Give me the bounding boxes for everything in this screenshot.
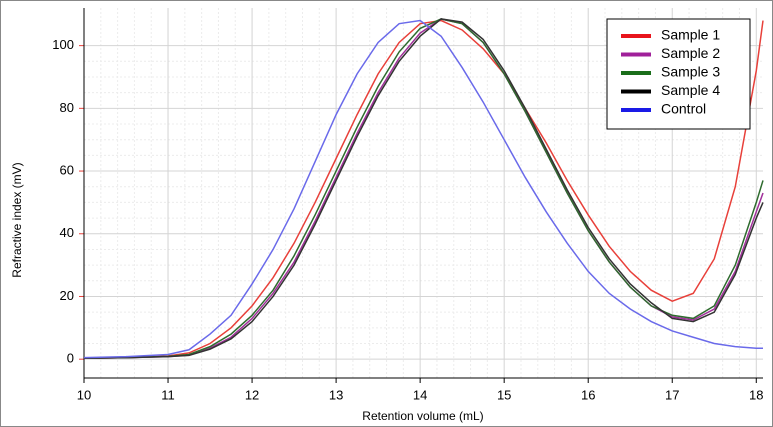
series-line: [83, 19, 763, 359]
x-tick-label: 10: [77, 387, 91, 402]
y-tick-label: 80: [60, 100, 74, 115]
series-line: [83, 18, 764, 359]
legend-label: Control: [661, 101, 706, 117]
x-tick-label: 18: [749, 387, 763, 402]
x-tick-label: 12: [245, 387, 259, 402]
x-tick-label: 17: [665, 387, 679, 402]
y-tick-label: 100: [52, 37, 74, 52]
legend-label: Sample 2: [661, 45, 720, 61]
legend-label: Sample 1: [661, 27, 720, 43]
x-tick-label: 16: [581, 387, 595, 402]
x-axis-title: Retention volume (mL): [362, 409, 483, 423]
x-tick-label: 11: [161, 387, 175, 402]
y-tick-label: 60: [60, 162, 74, 177]
series-line: [83, 19, 764, 359]
y-tick-label: 40: [60, 225, 74, 240]
y-axis-title: Refractive index (mV): [10, 162, 24, 277]
legend-label: Sample 4: [661, 82, 720, 98]
x-tick-label: 15: [497, 387, 511, 402]
legend-label: Sample 3: [661, 64, 720, 80]
series-line: [83, 18, 764, 359]
y-tick-label: 20: [60, 288, 74, 303]
x-tick-label: 14: [413, 387, 427, 402]
x-tick-label: 13: [329, 387, 343, 402]
y-tick-label: 0: [67, 351, 74, 366]
